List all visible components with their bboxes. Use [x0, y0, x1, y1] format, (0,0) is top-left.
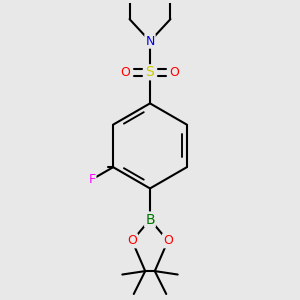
Text: O: O: [127, 234, 137, 247]
Text: O: O: [163, 234, 173, 247]
Text: N: N: [145, 35, 155, 48]
Text: O: O: [121, 66, 130, 79]
Text: S: S: [146, 65, 154, 79]
Text: O: O: [169, 66, 179, 79]
Text: B: B: [145, 212, 155, 226]
Text: F: F: [88, 173, 95, 186]
